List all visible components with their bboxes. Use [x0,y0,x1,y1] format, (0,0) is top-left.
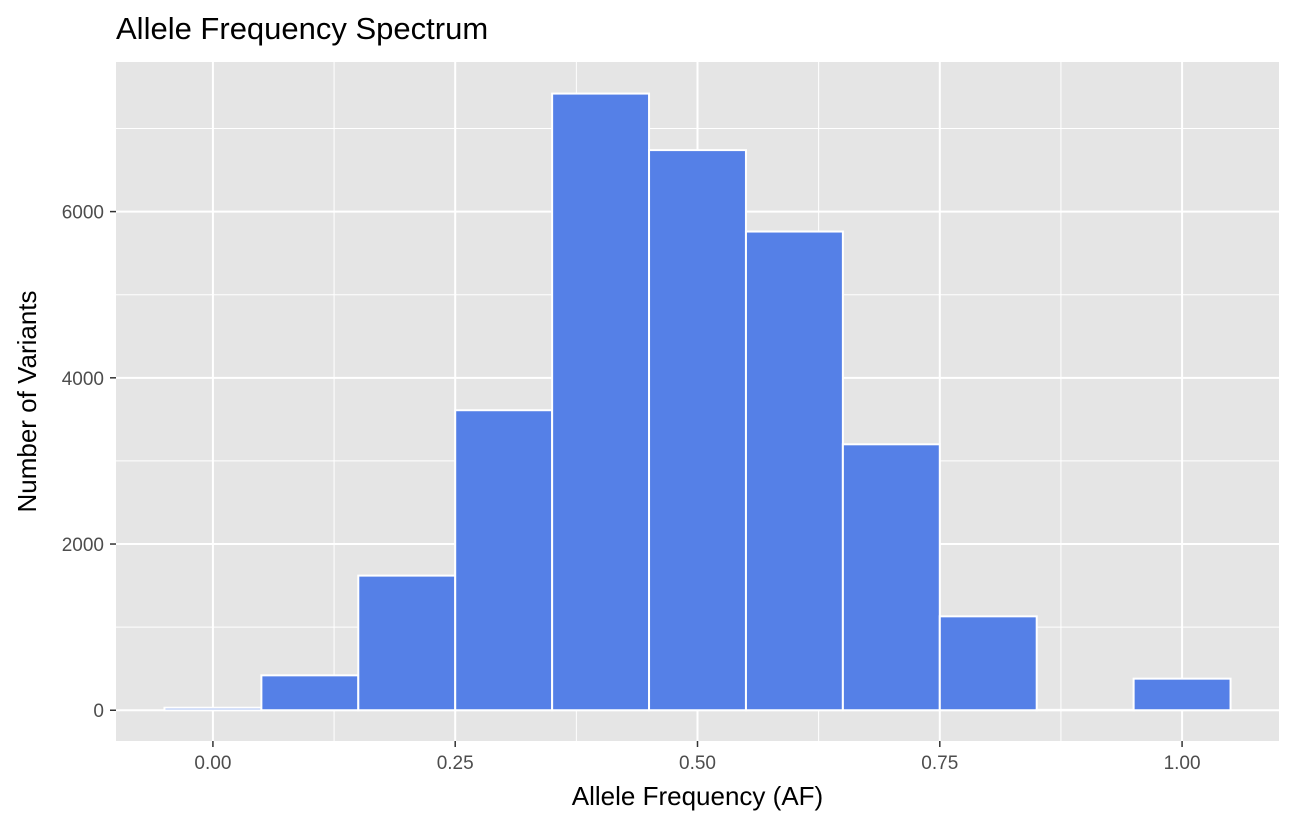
chart-title: Allele Frequency Spectrum [116,11,488,46]
x-tick-label: 0.75 [921,753,958,774]
histogram-bar [648,149,747,712]
histogram-bar [454,409,554,712]
histogram-bar [841,443,941,712]
y-axis-title: Number of Variants [12,290,42,512]
x-axis-ticks: 0.00 0.25 0.50 0.75 1.00 [194,741,1201,774]
x-axis-title: Allele Frequency (AF) [572,781,823,811]
x-tick-label: 1.00 [1164,753,1201,774]
histogram-bar [1132,677,1232,712]
x-tick-label: 0.50 [679,753,716,774]
histogram-bar [551,92,651,712]
x-tick-label: 0.25 [437,753,474,774]
histogram-bar [357,574,457,712]
x-tick-label: 0.00 [194,753,231,774]
histogram-bar [744,230,844,712]
histogram-bars [163,92,1232,712]
histogram-bar [260,674,360,712]
histogram-bar [938,615,1038,712]
y-tick-label: 2000 [62,535,104,556]
y-axis-ticks: 0 2000 4000 6000 [62,203,116,722]
histogram-bar [163,706,263,712]
y-tick-label: 0 [93,701,104,722]
y-tick-label: 4000 [62,369,104,390]
y-tick-label: 6000 [62,203,104,224]
